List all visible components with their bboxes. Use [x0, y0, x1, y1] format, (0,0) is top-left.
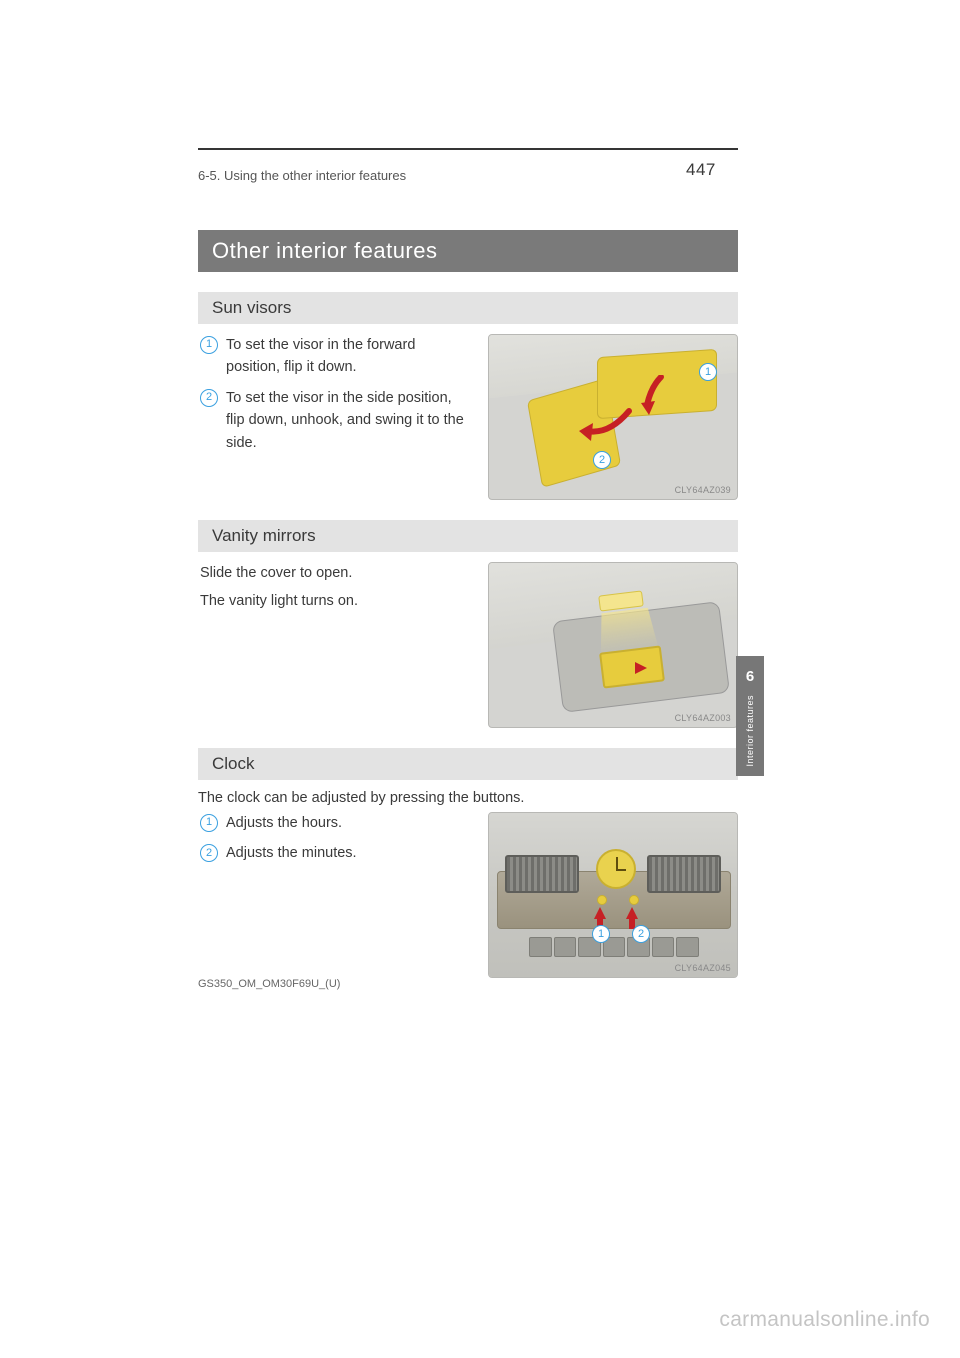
step-badge-2: 2	[200, 389, 218, 407]
section-sun-visors: 1 To set the visor in the forward positi…	[198, 334, 738, 500]
section-heading-sun-visors: Sun visors	[198, 292, 738, 324]
sun-visors-text: 1 To set the visor in the forward positi…	[198, 334, 470, 500]
sun-visors-item-2-text: To set the visor in the side position, f…	[226, 387, 470, 454]
figure-code: CLY64AZ039	[675, 485, 731, 495]
figure-sun-visors: 1 2 CLY64AZ039	[488, 334, 738, 500]
chapter-tab: 6 Interior features	[736, 656, 764, 776]
fig-mirror-cover	[599, 645, 665, 688]
figure-code: CLY64AZ045	[675, 963, 731, 973]
step-badge-1: 1	[200, 814, 218, 832]
figure-code: CLY64AZ003	[675, 713, 731, 723]
sun-visors-item-1-text: To set the visor in the forward position…	[226, 334, 470, 379]
watermark: carmanualsonline.info	[719, 1308, 930, 1332]
vanity-para-1: Slide the cover to open.	[200, 562, 470, 584]
fig-vent-left	[505, 855, 579, 893]
fig-hour-button	[597, 895, 607, 905]
chapter-tab-number: 6	[746, 668, 754, 685]
page-content: Other interior features Sun visors 1 To …	[198, 162, 738, 978]
sun-visors-item-2: 2 To set the visor in the side position,…	[200, 387, 470, 454]
section-clock: 1 Adjusts the hours. 2 Adjusts the minut…	[198, 812, 738, 978]
clock-item-1-text: Adjusts the hours.	[226, 812, 342, 834]
fig-analog-clock	[596, 849, 636, 889]
vanity-para-2: The vanity light turns on.	[200, 590, 470, 612]
clock-intro: The clock can be adjusted by pressing th…	[198, 790, 738, 806]
section-heading-clock: Clock	[198, 748, 738, 780]
arrow-right-icon	[635, 661, 647, 679]
header-rule	[198, 148, 738, 150]
step-badge-2: 2	[200, 844, 218, 862]
footer-doc-id: GS350_OM_OM30F69U_(U)	[198, 978, 340, 990]
vanity-text: Slide the cover to open. The vanity ligh…	[198, 562, 470, 728]
clock-text: 1 Adjusts the hours. 2 Adjusts the minut…	[198, 812, 470, 978]
section-vanity: Slide the cover to open. The vanity ligh…	[198, 562, 738, 728]
clock-item-1: 1 Adjusts the hours.	[200, 812, 470, 834]
figure-clock: 1 2 CLY64AZ045	[488, 812, 738, 978]
callout-2: 2	[632, 925, 650, 943]
section-heading-vanity: Vanity mirrors	[198, 520, 738, 552]
clock-item-2: 2 Adjusts the minutes.	[200, 842, 470, 864]
callout-1: 1	[699, 363, 717, 381]
fig-minute-button	[629, 895, 639, 905]
fig-button-row	[529, 937, 699, 957]
page-title: Other interior features	[198, 230, 738, 272]
fig-vent-right	[647, 855, 721, 893]
figure-vanity: CLY64AZ003	[488, 562, 738, 728]
sun-visors-item-1: 1 To set the visor in the forward positi…	[200, 334, 470, 379]
callout-1: 1	[592, 925, 610, 943]
step-badge-1: 1	[200, 336, 218, 354]
chapter-tab-label: Interior features	[745, 695, 755, 767]
clock-item-2-text: Adjusts the minutes.	[226, 842, 357, 864]
arrow-swing-icon	[579, 405, 635, 445]
callout-2: 2	[593, 451, 611, 469]
arrow-down-icon	[641, 375, 667, 415]
